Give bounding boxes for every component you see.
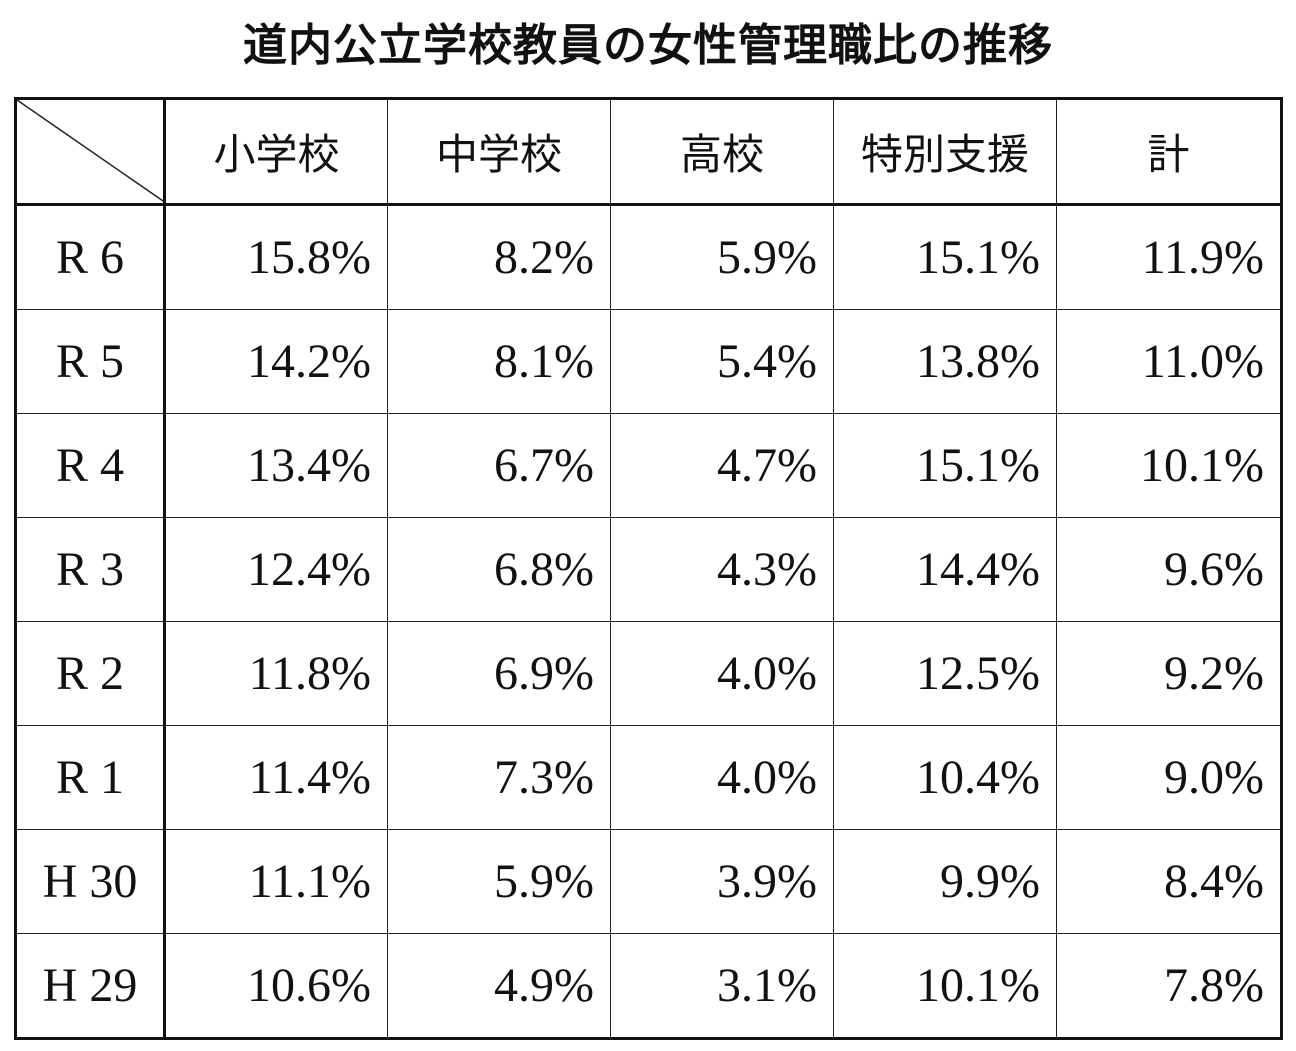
- cell: 9.9%: [833, 829, 1057, 934]
- cell: 15.1%: [833, 204, 1057, 310]
- cell: 12.4%: [164, 517, 388, 622]
- cell: 3.1%: [610, 933, 834, 1039]
- table-row: R 3 12.4% 6.8% 4.3% 14.4% 9.6%: [15, 517, 1282, 622]
- table-row: R 2 11.8% 6.9% 4.0% 12.5% 9.2%: [15, 621, 1282, 726]
- table-row: H 30 11.1% 5.9% 3.9% 9.9% 8.4%: [15, 829, 1282, 934]
- cell: 13.8%: [833, 309, 1057, 414]
- title: 道内公立学校教員の女性管理職比の推移: [243, 20, 1053, 71]
- header-row: 小学校 中学校 高校 特別支援計: [15, 98, 1282, 206]
- cell: 11.1%: [164, 829, 388, 934]
- cell: 9.2%: [1056, 621, 1282, 726]
- cell: 3.9%: [610, 829, 834, 934]
- cell: 5.4%: [610, 309, 834, 414]
- cell: 8.1%: [387, 309, 611, 414]
- diagonal: [17, 100, 166, 203]
- cell: 6.8%: [387, 517, 611, 622]
- cell: 9.0%: [1056, 725, 1282, 830]
- cell: 11.0%: [1056, 309, 1282, 414]
- cell: 15.8%: [164, 204, 388, 310]
- column-header: 小学校: [164, 98, 388, 206]
- column-header: 中学校: [387, 98, 611, 206]
- table-row: R 6 15.8% 8.2% 5.9% 15.1% 11.9%: [15, 204, 1282, 310]
- cell: 4.7%: [610, 413, 834, 518]
- column-header: 計: [1056, 98, 1282, 206]
- cell: 10.6%: [164, 933, 388, 1039]
- cell: 8.4%: [1056, 829, 1282, 934]
- cell: 12.5%: [833, 621, 1057, 726]
- cell: 7.8%: [1056, 933, 1282, 1039]
- cell: 5.9%: [610, 204, 834, 310]
- cell: 11.8%: [164, 621, 388, 726]
- row-label: H 29: [15, 933, 166, 1039]
- row-label: R 3: [15, 517, 166, 622]
- cell: 11.9%: [1056, 204, 1282, 310]
- row-label: R 5: [15, 309, 166, 414]
- cell: 6.9%: [387, 621, 611, 726]
- cell: 14.4%: [833, 517, 1057, 622]
- column-header: 高校: [610, 98, 834, 206]
- data-table: 小学校 中学校 高校 特別支援計 R 6 15.8% 8.2% 5.9% 15.1% 11.9%…: [14, 97, 1283, 1040]
- cell: 6.7%: [387, 413, 611, 518]
- cell: 4.0%: [610, 621, 834, 726]
- cell: 10.1%: [1056, 413, 1282, 518]
- cell: 10.4%: [833, 725, 1057, 830]
- cell: 15.1%: [833, 413, 1057, 518]
- cell: 10.1%: [833, 933, 1057, 1039]
- cell: 4.9%: [387, 933, 611, 1039]
- cell: 5.9%: [387, 829, 611, 934]
- cell: 9.6%: [1056, 517, 1282, 622]
- row-label: R 4: [15, 413, 166, 518]
- corner-cell: [15, 98, 166, 206]
- table-row: H 29 10.6% 4.9% 3.1% 10.1% 7.8%: [15, 933, 1282, 1039]
- cell: 4.3%: [610, 517, 834, 622]
- column-header: 特別支援: [833, 98, 1057, 206]
- cell: 14.2%: [164, 309, 388, 414]
- cell: 13.4%: [164, 413, 388, 518]
- table-row: R 4 13.4% 6.7% 4.7% 15.1% 10.1%: [15, 413, 1282, 518]
- table-row: R 1 11.4% 7.3% 4.0% 10.4% 9.0%: [15, 725, 1282, 830]
- row-label: R 6: [15, 204, 166, 310]
- table-row: R 5 14.2% 8.1% 5.4% 13.8% 11.0%: [15, 309, 1282, 414]
- cell: 4.0%: [610, 725, 834, 830]
- row-label: H 30: [15, 829, 166, 934]
- cell: 8.2%: [387, 204, 611, 310]
- row-label: R 2: [15, 621, 166, 726]
- row-label: R 1: [15, 725, 166, 830]
- cell: 11.4%: [164, 725, 388, 830]
- cell: 7.3%: [387, 725, 611, 830]
